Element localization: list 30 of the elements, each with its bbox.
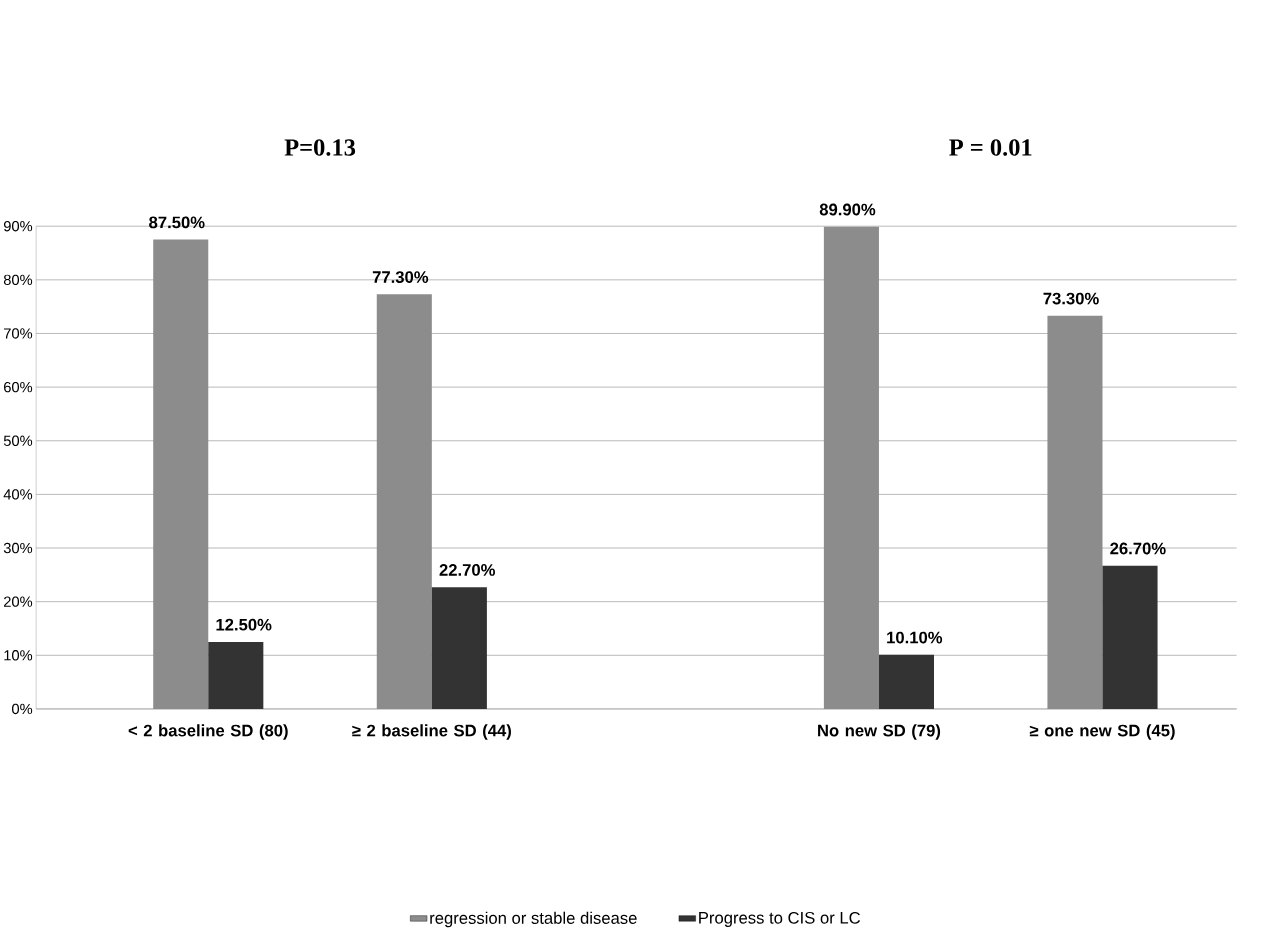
x-tick-label: No new SD (79) (818, 724, 941, 740)
x-tick-label: ≥ 2 baseline SD (44) (352, 724, 511, 740)
data-label: 73.30% (1043, 292, 1099, 305)
data-label: 22.70% (439, 564, 496, 576)
data-label: 26.70% (1110, 542, 1166, 555)
bar (1102, 565, 1158, 709)
bar (208, 641, 264, 709)
data-label: 77.30% (372, 271, 429, 283)
x-tick-label: ≥ one new SD (45) (1029, 724, 1175, 740)
y-tick-label: 30% (3, 542, 33, 554)
y-tick-label: 60% (4, 381, 33, 393)
y-tick-label: 40% (3, 489, 33, 500)
y-tick-label: 80% (3, 274, 33, 285)
y-tick-label: 50% (3, 435, 33, 446)
y-tick-label: 10% (4, 650, 33, 661)
bar (431, 587, 487, 709)
text: P=0.13 (284, 139, 356, 156)
text: P = 0.01 (949, 139, 1032, 156)
legend-label: regression or stable disease (430, 911, 637, 928)
y-tick-label: 20% (4, 596, 33, 607)
data-label: 89.90% (819, 203, 876, 216)
data-label: 87.50% (149, 216, 205, 229)
x-tick-label: < 2 baseline SD (80) (128, 724, 288, 740)
y-tick-label: 0% (12, 703, 33, 715)
data-label: 10.10% (887, 631, 943, 644)
legend-label: Progress to CIS or LC (699, 911, 861, 927)
y-tick-label: 70% (4, 328, 33, 339)
y-tick-label: 90% (3, 220, 33, 232)
data-label: 12.50% (216, 618, 272, 631)
bar (878, 654, 934, 709)
